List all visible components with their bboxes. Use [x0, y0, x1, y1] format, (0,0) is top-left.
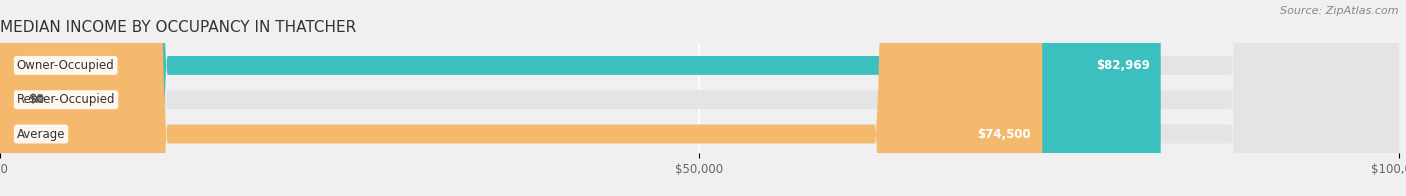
Text: $0: $0	[28, 93, 44, 106]
FancyBboxPatch shape	[0, 0, 1161, 196]
Text: Source: ZipAtlas.com: Source: ZipAtlas.com	[1281, 6, 1399, 16]
Text: Owner-Occupied: Owner-Occupied	[17, 59, 114, 72]
Text: $74,500: $74,500	[977, 128, 1031, 141]
Text: MEDIAN INCOME BY OCCUPANCY IN THATCHER: MEDIAN INCOME BY OCCUPANCY IN THATCHER	[0, 20, 356, 35]
Text: $82,969: $82,969	[1095, 59, 1150, 72]
Text: Renter-Occupied: Renter-Occupied	[17, 93, 115, 106]
FancyBboxPatch shape	[0, 0, 1042, 196]
Text: Average: Average	[17, 128, 65, 141]
